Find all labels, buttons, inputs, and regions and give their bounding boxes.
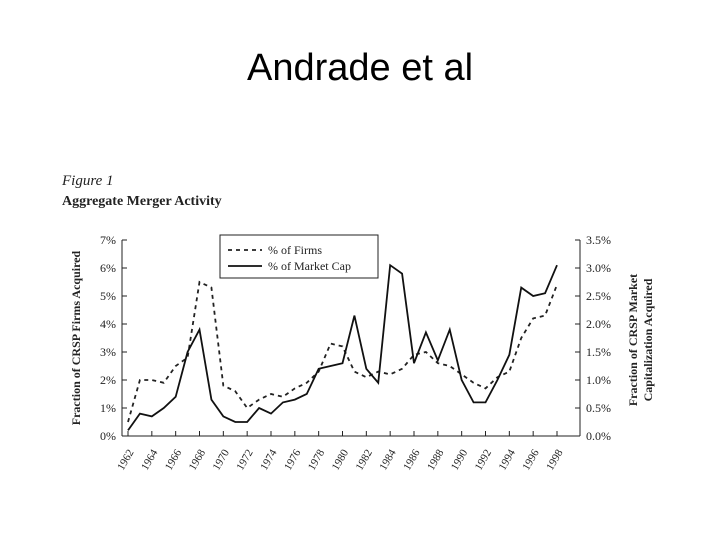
y-tick-label: 1% [100, 401, 116, 415]
y-tick-label: 4% [100, 317, 116, 331]
x-tick-label: 1964 [139, 447, 161, 472]
legend-label: % of Firms [268, 243, 322, 257]
x-tick-label: 1968 [187, 447, 209, 472]
y2-axis-label: Capitalization Acquired [641, 278, 655, 401]
y2-tick-label: 3.0% [586, 261, 611, 275]
x-tick-label: 1988 [425, 447, 447, 472]
y-tick-label: 2% [100, 373, 116, 387]
x-tick-label: 1974 [258, 447, 280, 472]
y2-tick-label: 0.0% [586, 429, 611, 443]
series-line [127, 280, 558, 423]
y-tick-label: 6% [100, 261, 116, 275]
series-line [127, 263, 558, 431]
y-tick-label: 5% [100, 289, 116, 303]
x-tick-label: 1984 [377, 447, 399, 472]
slide-title: Andrade et al [247, 47, 473, 89]
y-tick-label: 3% [100, 345, 116, 359]
x-tick-label: 1970 [211, 447, 233, 472]
y2-tick-label: 3.5% [586, 233, 611, 247]
x-tick-label: 1996 [520, 447, 542, 472]
x-tick-label: 1976 [282, 447, 304, 472]
y-tick-label: 0% [100, 429, 116, 443]
x-tick-label: 1994 [497, 447, 519, 472]
x-tick-label: 1980 [330, 447, 352, 472]
legend-box [219, 234, 379, 279]
x-tick-label: 1972 [234, 448, 255, 473]
legend-label: % of Market Cap [268, 259, 351, 273]
x-tick-label: 1978 [306, 447, 328, 472]
y2-tick-label: 1.5% [586, 345, 611, 359]
figure-label: Figure 1 [61, 173, 114, 189]
y2-tick-label: 2.0% [586, 317, 611, 331]
x-tick-label: 1982 [354, 448, 375, 473]
x-tick-label: 1962 [115, 448, 136, 473]
y2-tick-label: 2.5% [586, 289, 611, 303]
y2-tick-label: 1.0% [586, 373, 611, 387]
x-tick-label: 1992 [473, 448, 494, 473]
chart-title: Aggregate Merger Activity [62, 194, 222, 209]
y2-axis-label: Fraction of CRSP Market [626, 274, 640, 406]
y-axis-label: Fraction of CRSP Firms Acquired [69, 250, 83, 425]
x-tick-label: 1998 [544, 447, 566, 472]
y-tick-label: 7% [100, 233, 116, 247]
y2-tick-label: 0.5% [586, 401, 611, 415]
x-tick-label: 1990 [449, 447, 471, 472]
x-tick-label: 1966 [163, 447, 185, 472]
x-tick-label: 1986 [401, 447, 423, 472]
